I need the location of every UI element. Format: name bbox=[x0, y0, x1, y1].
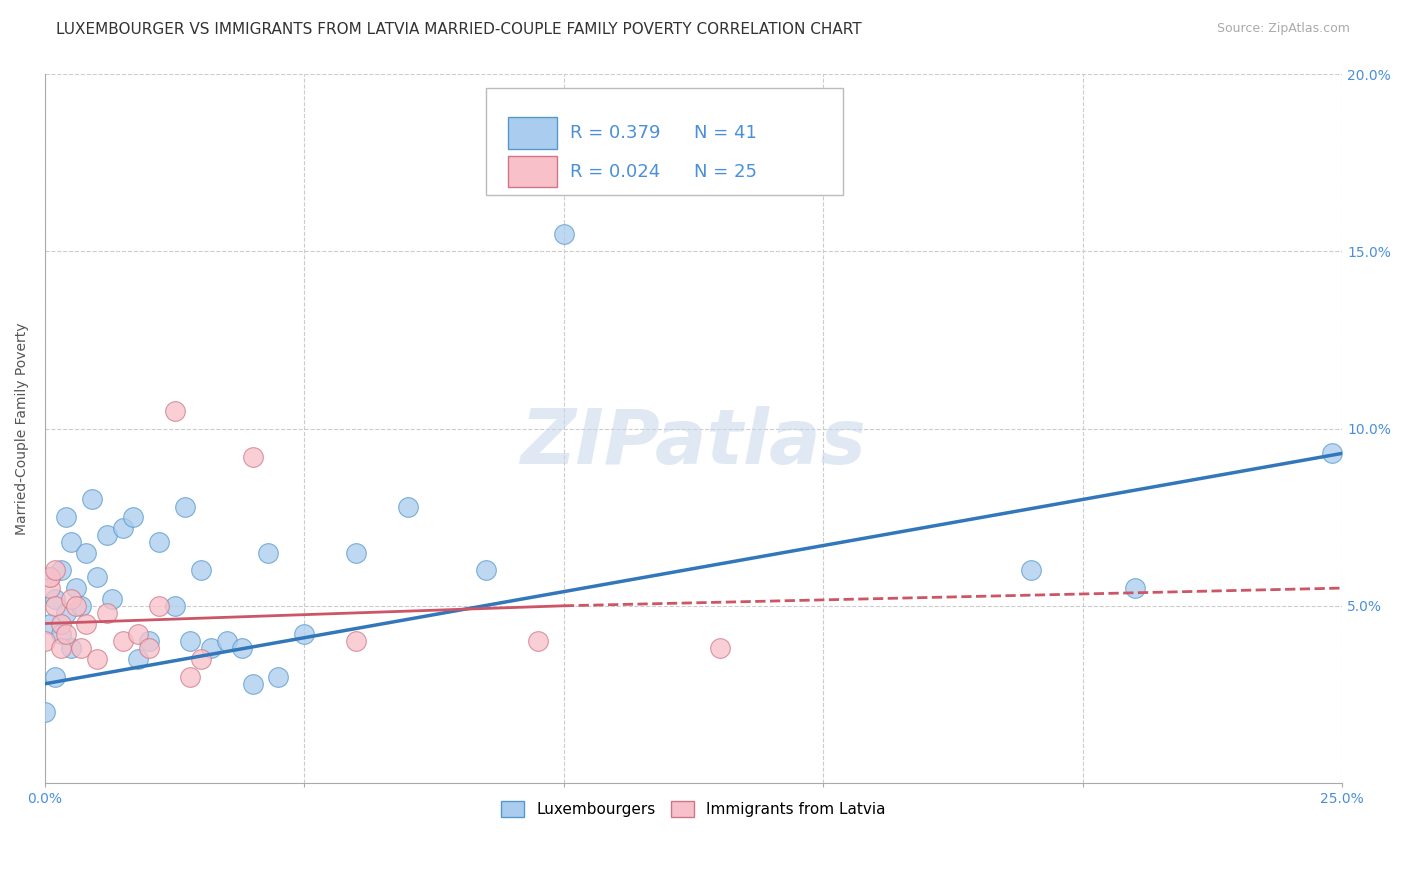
Point bbox=[65, 599, 87, 613]
Point bbox=[190, 652, 212, 666]
Point bbox=[55, 627, 77, 641]
Point bbox=[70, 641, 93, 656]
Point bbox=[55, 606, 77, 620]
Point bbox=[127, 652, 149, 666]
Point bbox=[96, 528, 118, 542]
Text: ZIPatlas: ZIPatlas bbox=[520, 406, 866, 480]
Point bbox=[39, 570, 62, 584]
Point bbox=[179, 634, 201, 648]
Point bbox=[122, 510, 145, 524]
Point bbox=[553, 227, 575, 241]
Text: LUXEMBOURGER VS IMMIGRANTS FROM LATVIA MARRIED-COUPLE FAMILY POVERTY CORRELATION: LUXEMBOURGER VS IMMIGRANTS FROM LATVIA M… bbox=[56, 22, 862, 37]
Point bbox=[163, 599, 186, 613]
Point bbox=[709, 641, 731, 656]
Point bbox=[1320, 446, 1343, 460]
Point bbox=[267, 670, 290, 684]
Text: Source: ZipAtlas.com: Source: ZipAtlas.com bbox=[1216, 22, 1350, 36]
Point bbox=[55, 510, 77, 524]
Point bbox=[111, 634, 134, 648]
Point bbox=[215, 634, 238, 648]
Point bbox=[174, 500, 197, 514]
Y-axis label: Married-Couple Family Poverty: Married-Couple Family Poverty bbox=[15, 322, 30, 535]
Point bbox=[44, 563, 66, 577]
Point bbox=[49, 616, 72, 631]
Point bbox=[80, 492, 103, 507]
Point bbox=[76, 616, 98, 631]
Point bbox=[138, 634, 160, 648]
Point bbox=[163, 404, 186, 418]
Text: N = 41: N = 41 bbox=[693, 125, 756, 143]
Point bbox=[44, 670, 66, 684]
Point bbox=[76, 546, 98, 560]
Point bbox=[475, 563, 498, 577]
Point bbox=[179, 670, 201, 684]
FancyBboxPatch shape bbox=[508, 155, 557, 187]
Point bbox=[59, 591, 82, 606]
Point bbox=[294, 627, 316, 641]
Point bbox=[242, 450, 264, 464]
Point bbox=[190, 563, 212, 577]
Point bbox=[44, 591, 66, 606]
Point bbox=[65, 581, 87, 595]
Point bbox=[101, 591, 124, 606]
Point bbox=[257, 546, 280, 560]
Point bbox=[148, 599, 170, 613]
FancyBboxPatch shape bbox=[508, 117, 557, 149]
Point bbox=[59, 641, 82, 656]
Point bbox=[527, 634, 550, 648]
Legend: Luxembourgers, Immigrants from Latvia: Luxembourgers, Immigrants from Latvia bbox=[494, 794, 893, 825]
Point bbox=[148, 535, 170, 549]
Point bbox=[86, 652, 108, 666]
Point bbox=[138, 641, 160, 656]
FancyBboxPatch shape bbox=[486, 88, 842, 194]
Point bbox=[59, 535, 82, 549]
Point bbox=[39, 581, 62, 595]
Point bbox=[200, 641, 222, 656]
Text: R = 0.379: R = 0.379 bbox=[571, 125, 661, 143]
Point bbox=[70, 599, 93, 613]
Point bbox=[39, 570, 62, 584]
Point bbox=[49, 627, 72, 641]
Point bbox=[34, 634, 56, 648]
Point bbox=[39, 616, 62, 631]
Point bbox=[49, 563, 72, 577]
Point bbox=[1019, 563, 1042, 577]
Text: R = 0.024: R = 0.024 bbox=[571, 163, 661, 181]
Point bbox=[127, 627, 149, 641]
Point bbox=[34, 705, 56, 719]
Point bbox=[111, 521, 134, 535]
Point bbox=[1123, 581, 1146, 595]
Point bbox=[344, 546, 367, 560]
Point bbox=[344, 634, 367, 648]
Text: N = 25: N = 25 bbox=[693, 163, 756, 181]
Point bbox=[396, 500, 419, 514]
Point bbox=[231, 641, 253, 656]
Point bbox=[96, 606, 118, 620]
Point bbox=[44, 599, 66, 613]
Point bbox=[242, 677, 264, 691]
Point bbox=[49, 641, 72, 656]
Point bbox=[86, 570, 108, 584]
